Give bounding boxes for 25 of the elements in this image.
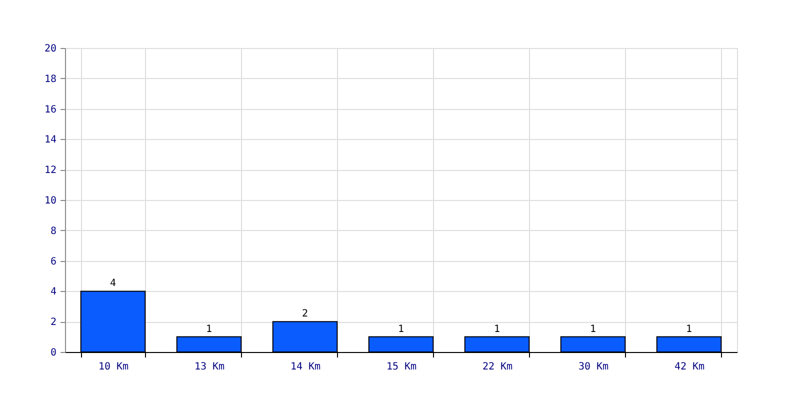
data-label: 2 (302, 308, 308, 320)
y-tick-label: 0 (50, 348, 56, 358)
y-tick-label: 2 (50, 317, 56, 328)
y-tick-label: 20 (44, 44, 56, 54)
y-tick-label: 12 (44, 165, 56, 176)
data-label: 1 (494, 324, 500, 335)
data-label: 1 (590, 324, 596, 335)
x-tick-label: 10 Km (98, 362, 129, 372)
data-label: 1 (686, 324, 692, 335)
data-label: 4 (110, 278, 116, 290)
y-tick-label: 16 (44, 104, 56, 116)
y-tick-label: 6 (50, 256, 56, 268)
data-label: 1 (206, 324, 212, 335)
y-tick-label: 8 (50, 226, 56, 237)
x-tick-label: 42 Km (674, 362, 705, 372)
x-tick-label: 13 Km (194, 362, 225, 372)
x-tick-label: 15 Km (386, 362, 417, 372)
y-tick-label: 10 (44, 196, 56, 206)
y-tick-label: 18 (44, 74, 56, 85)
x-tick-label: 30 Km (578, 362, 609, 372)
data-label: 1 (398, 324, 404, 335)
y-tick-label: 14 (44, 134, 56, 146)
x-tick-label: 14 Km (290, 362, 321, 372)
y-tick-label: 4 (50, 286, 56, 298)
x-tick-label: 22 Km (482, 362, 513, 372)
